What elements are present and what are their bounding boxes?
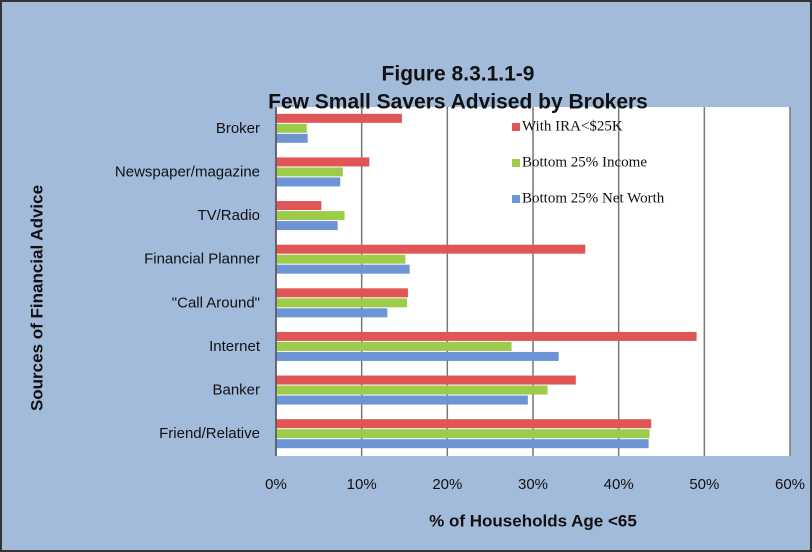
y-tick-label: Friend/Relative <box>159 425 260 442</box>
x-tick-label: 10% <box>347 476 377 493</box>
y-axis-title: Sources of Financial Advice <box>27 185 46 411</box>
legend-swatch <box>512 195 520 203</box>
y-tick-label: TV/Radio <box>197 207 260 224</box>
y-tick-label: Newspaper/magazine <box>115 163 260 180</box>
bar <box>276 133 308 143</box>
y-tick-label: Internet <box>209 338 261 355</box>
bar <box>276 298 408 308</box>
chart-title: Figure 8.3.1.1-9 <box>382 63 535 86</box>
bar <box>276 439 649 449</box>
bar <box>276 254 406 264</box>
legend-swatch <box>512 123 520 131</box>
x-tick-label: 20% <box>432 476 462 493</box>
x-tick-label: 40% <box>604 476 634 493</box>
legend-label: With IRA<$25K <box>522 118 623 134</box>
bar <box>276 419 652 429</box>
bar <box>276 385 548 395</box>
bar <box>276 157 370 167</box>
x-tick-label: 30% <box>518 476 548 493</box>
x-tick-label: 50% <box>689 476 719 493</box>
y-tick-label: "Call Around" <box>172 294 260 311</box>
y-tick-label: Banker <box>212 382 260 399</box>
bar <box>276 264 410 274</box>
bar <box>276 351 559 361</box>
x-tick-label: 0% <box>265 476 287 493</box>
bar <box>276 308 388 318</box>
y-tick-label: Broker <box>216 120 260 137</box>
bar <box>276 221 338 231</box>
legend-swatch <box>512 159 520 167</box>
legend-label: Bottom 25% Income <box>522 154 647 170</box>
chart-subtitle: Few Small Savers Advised by Brokers <box>268 91 648 114</box>
bar <box>276 429 650 439</box>
bar <box>276 331 697 341</box>
bar <box>276 211 345 221</box>
bar <box>276 201 322 211</box>
x-tick-label: 60% <box>775 476 805 493</box>
bar <box>276 113 402 123</box>
bar <box>276 177 341 187</box>
y-tick-label: Financial Planner <box>144 251 260 268</box>
legend-label: Bottom 25% Net Worth <box>522 190 665 206</box>
bar <box>276 123 307 133</box>
bar <box>276 395 528 405</box>
bar <box>276 341 512 351</box>
x-axis-title: % of Households Age <65 <box>429 511 637 530</box>
bar <box>276 244 586 254</box>
bar <box>276 167 343 177</box>
bar <box>276 288 408 298</box>
bar <box>276 375 576 385</box>
